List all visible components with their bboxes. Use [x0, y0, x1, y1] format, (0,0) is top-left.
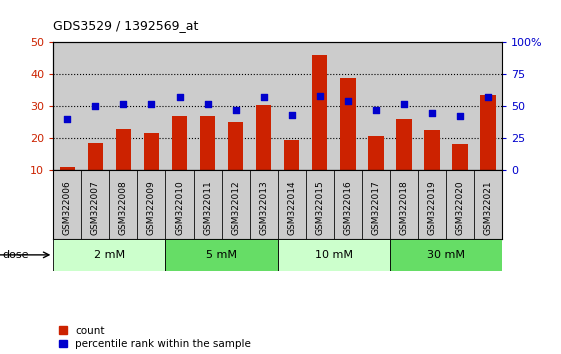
Bar	[452, 144, 468, 170]
Bar	[59, 167, 75, 170]
Bar	[312, 55, 328, 170]
Text: GSM322018: GSM322018	[399, 181, 408, 235]
Bar	[88, 143, 103, 170]
Text: GSM322017: GSM322017	[371, 181, 380, 235]
Text: GSM322007: GSM322007	[91, 181, 100, 235]
Text: GSM322008: GSM322008	[119, 181, 128, 235]
Bar	[390, 170, 418, 239]
Bar	[250, 170, 278, 239]
Text: GDS3529 / 1392569_at: GDS3529 / 1392569_at	[53, 19, 199, 32]
Legend: count, percentile rank within the sample: count, percentile rank within the sample	[58, 326, 251, 349]
Text: GSM322012: GSM322012	[231, 181, 240, 235]
Bar	[116, 129, 131, 170]
Text: GSM322009: GSM322009	[147, 181, 156, 235]
Bar	[362, 170, 390, 239]
Point	[147, 101, 156, 107]
Point	[91, 103, 100, 109]
Bar	[396, 119, 412, 170]
Bar	[446, 170, 474, 239]
Text: GSM322021: GSM322021	[484, 181, 493, 235]
Bar	[137, 170, 165, 239]
Bar	[53, 170, 81, 239]
Bar	[340, 78, 356, 170]
Point	[203, 101, 212, 107]
Bar	[390, 239, 502, 271]
Bar	[256, 105, 272, 170]
Bar	[109, 170, 137, 239]
Bar	[480, 95, 496, 170]
Text: GSM322011: GSM322011	[203, 181, 212, 235]
Bar	[278, 170, 306, 239]
Text: GSM322006: GSM322006	[63, 181, 72, 235]
Bar	[53, 239, 165, 271]
Bar	[418, 170, 446, 239]
Bar	[144, 133, 159, 170]
Text: 10 mM: 10 mM	[315, 250, 353, 260]
Bar	[165, 170, 194, 239]
Text: GSM322020: GSM322020	[456, 181, 465, 235]
Point	[259, 95, 268, 100]
Text: GSM322016: GSM322016	[343, 181, 352, 235]
Bar	[368, 136, 384, 170]
Text: GSM322010: GSM322010	[175, 181, 184, 235]
Text: GSM322014: GSM322014	[287, 181, 296, 235]
Bar	[424, 130, 440, 170]
Bar	[228, 122, 243, 170]
Bar	[278, 239, 390, 271]
Bar	[165, 239, 278, 271]
Bar	[172, 116, 187, 170]
Text: dose: dose	[3, 250, 29, 260]
Text: GSM322019: GSM322019	[427, 181, 436, 235]
Point	[427, 110, 436, 115]
Point	[484, 95, 493, 100]
Point	[231, 107, 240, 113]
Text: 2 mM: 2 mM	[94, 250, 125, 260]
Text: 30 mM: 30 mM	[427, 250, 465, 260]
Point	[456, 114, 465, 119]
Point	[63, 116, 72, 122]
Point	[119, 101, 128, 107]
Point	[175, 95, 184, 100]
Bar	[474, 170, 502, 239]
Text: 5 mM: 5 mM	[206, 250, 237, 260]
Point	[315, 93, 324, 99]
Bar	[81, 170, 109, 239]
Point	[343, 98, 352, 104]
Bar	[222, 170, 250, 239]
Point	[287, 112, 296, 118]
Text: GSM322015: GSM322015	[315, 181, 324, 235]
Bar	[284, 139, 300, 170]
Bar	[306, 170, 334, 239]
Bar	[200, 116, 215, 170]
Point	[371, 107, 380, 113]
Bar	[334, 170, 362, 239]
Point	[399, 101, 408, 107]
Text: GSM322013: GSM322013	[259, 181, 268, 235]
Bar	[194, 170, 222, 239]
